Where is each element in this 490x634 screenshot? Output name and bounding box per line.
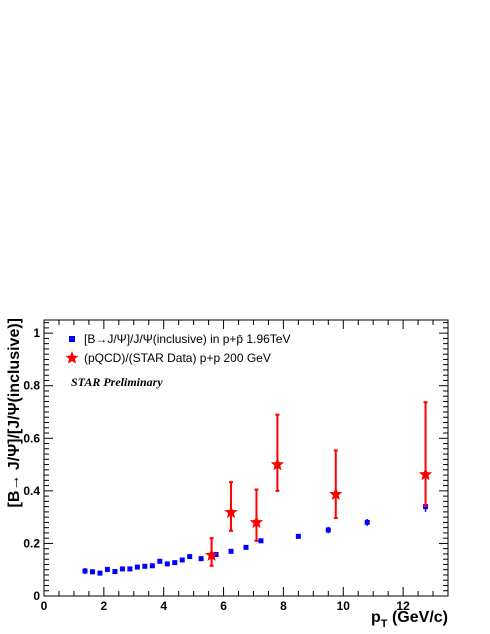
- x-tick-label: 4: [160, 599, 167, 613]
- legend-label: [B→J/Ψ]/J/Ψ(inclusive) in p+p̄ 1.96TeV: [84, 332, 290, 346]
- y-tick-label: 0.4: [23, 484, 40, 498]
- x-tick-label: 6: [220, 599, 227, 613]
- x-axis-title-unit: (GeV/c): [388, 609, 448, 626]
- data-point-square: [119, 566, 125, 572]
- data-point-star: [329, 487, 343, 500]
- data-point-square: [82, 568, 88, 574]
- chart-annotation: STAR Preliminary: [71, 375, 163, 389]
- plot-frame: [43, 319, 449, 597]
- data-point-square: [198, 556, 204, 562]
- data-point-square: [325, 527, 331, 533]
- data-point-star: [418, 467, 433, 481]
- y-tick-label: 0.2: [23, 536, 40, 550]
- data-point-square: [97, 570, 103, 576]
- data-point-square: [364, 519, 370, 525]
- data-point-square: [157, 558, 163, 564]
- data-point-square: [104, 566, 110, 572]
- data-point-square: [258, 538, 264, 544]
- x-axis-title-main: p: [371, 609, 381, 626]
- x-tick-label: 12: [396, 599, 410, 613]
- series-1: [204, 401, 433, 567]
- data-point-star: [224, 505, 238, 519]
- legend-marker-square: [69, 336, 75, 342]
- x-axis-title-subscript: T: [381, 618, 388, 630]
- data-point-square: [164, 561, 170, 567]
- y-tick-label: 0: [33, 589, 40, 603]
- data-point-square: [89, 569, 95, 575]
- y-tick-label: 0.8: [23, 379, 40, 393]
- y-axis-title: [B→ J/Ψ]/[J/Ψ(inclusive)]: [6, 318, 23, 507]
- data-point-square: [112, 569, 118, 575]
- data-point-square: [142, 563, 148, 569]
- data-point-square: [127, 566, 133, 572]
- data-point-square: [172, 560, 178, 566]
- data-point-square: [187, 554, 193, 560]
- y-tick-label: 0.6: [23, 431, 40, 445]
- data-point-square: [228, 548, 234, 554]
- legend-marker-star: [65, 351, 79, 364]
- data-point-square: [134, 564, 140, 570]
- x-tick-label: 2: [101, 599, 108, 613]
- legend-label: (pQCD)/(STAR Data) p+p 200 GeV: [84, 351, 271, 365]
- x-axis-title: pT (GeV/c): [371, 609, 448, 630]
- data-point-square: [295, 533, 301, 539]
- x-tick-label: 10: [337, 599, 351, 613]
- data-point-star: [204, 548, 219, 561]
- data-point-star: [249, 515, 264, 529]
- x-tick-label: 8: [280, 599, 287, 613]
- data-point-square: [243, 544, 249, 550]
- y-tick-label: 1: [33, 326, 40, 340]
- data-point-star: [270, 457, 285, 471]
- data-point-square: [179, 557, 185, 563]
- data-point-square: [149, 563, 155, 569]
- x-tick-label: 0: [41, 599, 48, 613]
